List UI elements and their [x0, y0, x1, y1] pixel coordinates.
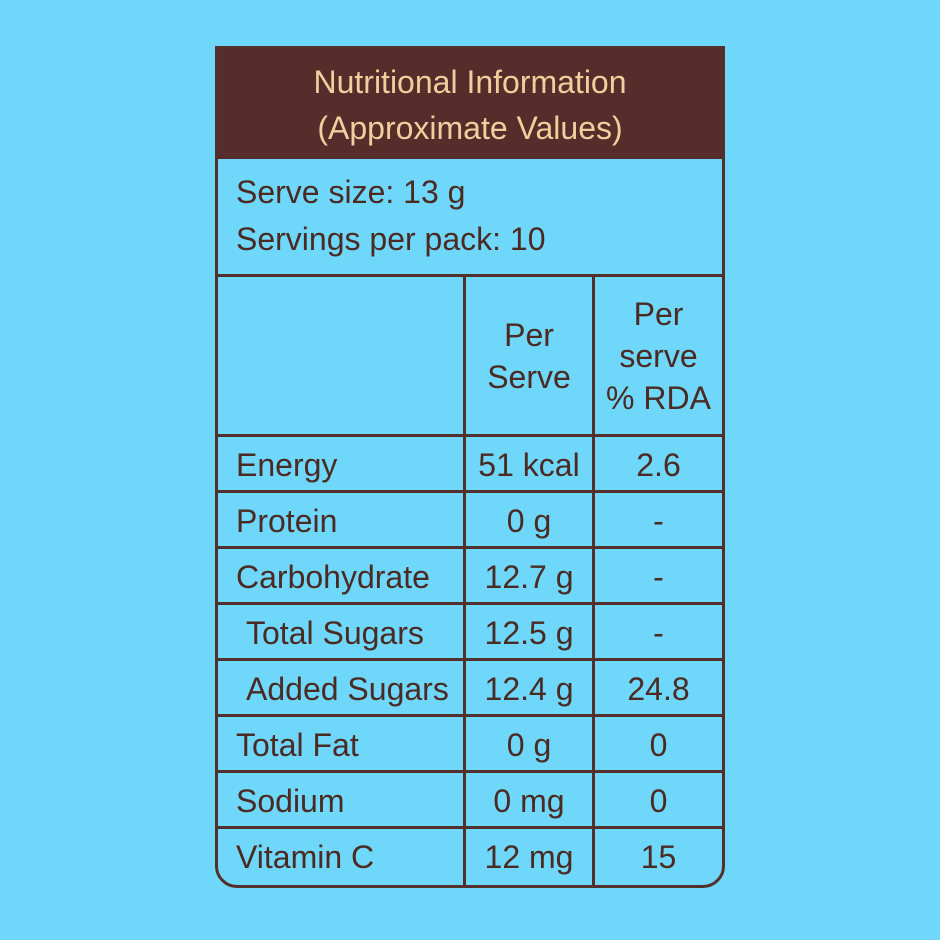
table-row: Total Sugars 12.5 g - — [218, 605, 722, 661]
rda-value: 0 — [649, 783, 668, 819]
nutrient-name: Carbohydrate — [236, 559, 430, 595]
table-header-row: Per Serve Per serve % RDA — [218, 277, 722, 437]
rda-value: 15 — [640, 839, 677, 875]
rda-value: - — [653, 559, 664, 595]
table-row: Added Sugars 12.4 g 24.8 — [218, 661, 722, 717]
per-serve-header: Per Serve — [487, 316, 571, 395]
nutrient-name: Sodium — [236, 783, 345, 819]
nutrient-name: Added Sugars — [246, 671, 449, 707]
table-body: Energy 51 kcal 2.6 Protein 0 g - Carbohy… — [218, 437, 722, 885]
per-serve-value: 0 mg — [493, 783, 565, 819]
table-row: Carbohydrate 12.7 g - — [218, 549, 722, 605]
nutrition-header: Nutritional Information (Approximate Val… — [218, 49, 722, 159]
table-row: Energy 51 kcal 2.6 — [218, 437, 722, 493]
nutrition-subtitle: (Approximate Values) — [317, 110, 623, 146]
nutrient-name: Protein — [236, 503, 338, 539]
nutrient-name: Total Fat — [236, 727, 359, 763]
per-serve-value: 0 g — [506, 503, 552, 539]
serve-size: Serve size: 13 g — [236, 174, 466, 210]
table-row: Protein 0 g - — [218, 493, 722, 549]
rda-value: - — [653, 615, 664, 651]
nutrient-name: Vitamin C — [236, 839, 375, 875]
nutrient-name: Energy — [236, 447, 338, 483]
per-serve-value: 0 g — [506, 727, 552, 763]
nutrition-panel: Nutritional Information (Approximate Val… — [215, 46, 725, 888]
per-serve-value: 51 kcal — [478, 447, 580, 483]
column-divider — [463, 277, 466, 885]
table-row: Vitamin C 12 mg 15 — [218, 829, 722, 885]
per-serve-value: 12.7 g — [484, 559, 574, 595]
nutrient-name: Total Sugars — [246, 615, 424, 651]
column-divider — [592, 277, 595, 885]
per-serve-value: 12.4 g — [484, 671, 574, 707]
servings-per-pack: Servings per pack: 10 — [236, 221, 546, 257]
nutrition-table: Per Serve Per serve % RDA Energy 51 kcal… — [218, 277, 722, 885]
rda-header: Per serve % RDA — [606, 295, 711, 416]
per-serve-value: 12.5 g — [484, 615, 574, 651]
table-row: Sodium 0 mg 0 — [218, 773, 722, 829]
serving-info: Serve size: 13 g Servings per pack: 10 — [218, 159, 722, 277]
per-serve-value: 12 mg — [484, 839, 574, 875]
table-row: Total Fat 0 g 0 — [218, 717, 722, 773]
rda-value: - — [653, 503, 664, 539]
nutrition-title: Nutritional Information — [313, 64, 627, 100]
rda-value: 2.6 — [636, 447, 681, 483]
rda-value: 24.8 — [627, 671, 690, 707]
rda-value: 0 — [649, 727, 668, 763]
